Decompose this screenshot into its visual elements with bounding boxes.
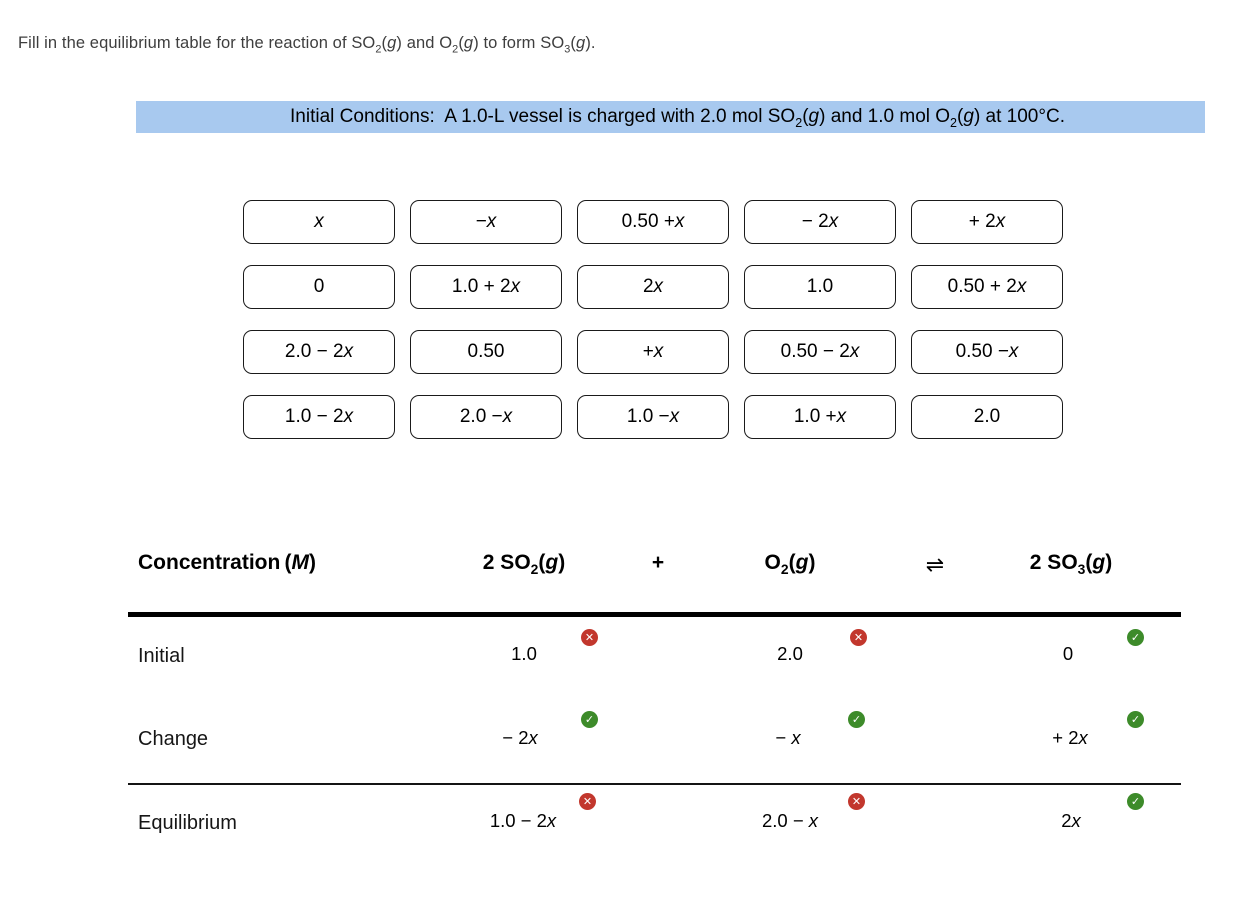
cell-change-o2[interactable]: − x: [775, 727, 801, 748]
cell-equilibrium-so2[interactable]: 1.0 − 2x: [489, 810, 557, 831]
table-divider: [128, 612, 1181, 617]
equilibrium-arrows-icon: ⇌: [925, 553, 945, 578]
answer-tile[interactable]: − x: [410, 200, 562, 244]
answer-tile[interactable]: 0.50 − x: [911, 330, 1063, 374]
answer-tile[interactable]: 1.0: [744, 265, 896, 309]
answer-tile[interactable]: 0.50: [410, 330, 562, 374]
incorrect-icon: ✕: [579, 793, 596, 810]
answer-tile[interactable]: 2.0: [911, 395, 1063, 439]
incorrect-icon: ✕: [850, 629, 867, 646]
correct-icon: ✓: [1127, 793, 1144, 810]
table-divider: [128, 783, 1181, 785]
row-label-equilibrium: Equilibrium: [138, 812, 237, 834]
question-text: Fill in the equilibrium table for the re…: [18, 34, 596, 56]
correct-icon: ✓: [581, 711, 598, 728]
cell-change-so3[interactable]: + 2x: [1052, 727, 1088, 748]
initial-conditions-text: Initial Conditions: A 1.0-L vessel is ch…: [290, 106, 1065, 130]
row-label-change: Change: [138, 728, 209, 750]
answer-tile[interactable]: 1.0 − x: [577, 395, 729, 439]
column-header-concentration: Concentration (M): [138, 551, 317, 574]
cell-change-so2[interactable]: − 2x: [502, 727, 538, 748]
correct-icon: ✓: [1127, 711, 1144, 728]
column-header-o2: O2(g): [764, 551, 816, 578]
incorrect-icon: ✕: [848, 793, 865, 810]
initial-conditions-banner: Initial Conditions: A 1.0-L vessel is ch…: [136, 101, 1205, 133]
correct-icon: ✓: [1127, 629, 1144, 646]
answer-tile[interactable]: x: [243, 200, 395, 244]
answer-tile[interactable]: 0: [243, 265, 395, 309]
cell-equilibrium-so3[interactable]: 2x: [1061, 810, 1081, 831]
cell-initial-so3[interactable]: 0: [1062, 643, 1074, 664]
cell-equilibrium-o2[interactable]: 2.0 − x: [761, 810, 819, 831]
plus-sign: +: [651, 551, 665, 574]
answer-tile[interactable]: 2.0 − x: [410, 395, 562, 439]
incorrect-icon: ✕: [581, 629, 598, 646]
answer-tile[interactable]: 1.0 + x: [744, 395, 896, 439]
answer-tile[interactable]: + x: [577, 330, 729, 374]
correct-icon: ✓: [848, 711, 865, 728]
cell-initial-o2[interactable]: 2.0: [777, 643, 803, 664]
column-header-so2: 2 SO2(g): [482, 551, 566, 578]
answer-tile[interactable]: 0.50 + x: [577, 200, 729, 244]
column-header-so3: 2 SO3(g): [1029, 551, 1113, 578]
cell-initial-so2[interactable]: 1.0: [511, 643, 537, 664]
row-label-initial: Initial: [138, 645, 185, 667]
